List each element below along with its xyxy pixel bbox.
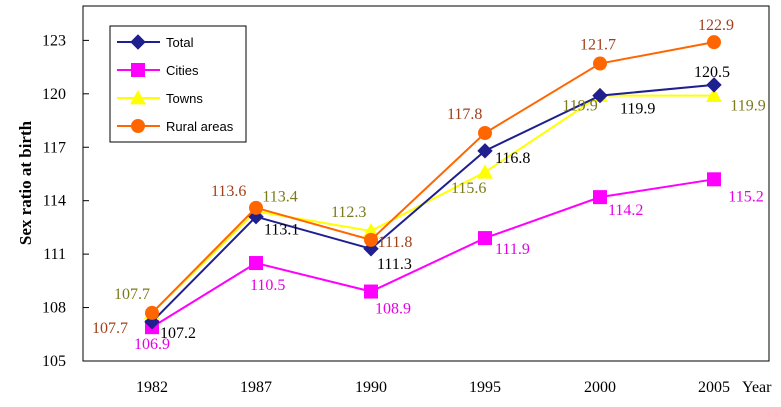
series-line-towns [151, 94, 714, 314]
data-label-cities-2005: 115.2 [728, 188, 763, 205]
y-axis-ticks: 105 108 111 114 117 120 123 [42, 32, 89, 370]
data-point-cities-1987 [249, 256, 263, 271]
y-tick-label-114: 114 [43, 193, 66, 210]
legend-item-total: Total [117, 34, 194, 50]
data-point-cities-2000 [593, 190, 607, 205]
data-labels-layer: 107.2113.1111.3116.8119.9120.5106.9110.5… [92, 17, 766, 353]
data-point-cities-2005 [707, 172, 721, 187]
data-label-towns-2005: 119.9 [730, 98, 765, 115]
data-label-cities-1982: 106.9 [134, 336, 170, 353]
x-tick-label-1982: 1982 [136, 379, 168, 396]
data-label-rural-areas-2005: 122.9 [698, 17, 734, 34]
series-layer [144, 35, 722, 335]
data-point-rural-areas-2000 [593, 56, 607, 71]
data-label-cities-1995: 111.9 [495, 241, 530, 258]
data-label-total-2000: 119.9 [620, 101, 655, 118]
data-label-total-1995: 116.8 [495, 150, 530, 167]
data-label-towns-1987: 113.4 [262, 188, 297, 205]
legend-marker-towns [130, 90, 146, 105]
legend-item-rural-areas: Rural areas [117, 119, 234, 134]
data-label-towns-1982: 107.7 [114, 286, 150, 303]
y-tick-label-120: 120 [42, 86, 66, 103]
legend-marker-rural-areas [131, 119, 145, 133]
data-point-total-1995 [477, 143, 493, 159]
data-point-rural-areas-1995 [478, 126, 492, 140]
data-point-total-2000 [592, 87, 608, 104]
series-line-total [151, 83, 715, 323]
data-label-rural-areas-1987: 113.6 [211, 183, 246, 200]
data-point-towns-1995 [477, 164, 493, 179]
series-line-rural-areas [151, 41, 715, 314]
x-tick-label-2000: 2000 [584, 379, 616, 396]
y-axis-label: Sex ratio at birth [16, 120, 35, 245]
data-label-cities-2000: 114.2 [608, 202, 643, 219]
data-point-rural-areas-1982 [145, 305, 159, 320]
data-label-cities-1987: 110.5 [250, 277, 285, 294]
legend-label-cities: Cities [166, 63, 199, 78]
y-tick-label-105: 105 [42, 353, 66, 370]
y-tick-label-123: 123 [42, 32, 66, 49]
x-tick-label-1990: 1990 [355, 379, 387, 396]
x-axis-label: Year [742, 379, 772, 396]
data-label-total-1982: 107.2 [160, 325, 196, 342]
legend-label-total: Total [166, 35, 194, 50]
series-rural-areas [145, 35, 721, 320]
data-label-total-1990: 111.3 [377, 256, 412, 273]
series-line-cities [151, 178, 715, 329]
data-label-rural-areas-1982: 107.7 [92, 320, 128, 337]
data-label-total-1987: 113.1 [264, 222, 299, 239]
data-point-cities-1995 [478, 231, 492, 246]
x-axis-ticks: 1982 1987 1990 1995 2000 2005 [136, 379, 730, 396]
data-label-rural-areas-1995: 117.8 [447, 106, 482, 123]
legend: Total Cities Towns Rural areas [109, 25, 247, 143]
x-tick-label-1995: 1995 [469, 379, 501, 396]
data-label-cities-1990: 108.9 [375, 301, 411, 318]
legend-item-cities: Cities [117, 63, 199, 78]
data-label-rural-areas-2000: 121.7 [580, 37, 616, 54]
legend-item-towns: Towns [117, 90, 203, 106]
legend-marker-total [130, 34, 146, 50]
legend-label-towns: Towns [166, 91, 203, 106]
data-label-rural-areas-1990: 111.8 [378, 234, 413, 251]
y-tick-label-108: 108 [42, 300, 66, 317]
data-point-rural-areas-1990 [364, 232, 378, 247]
data-point-rural-areas-1987 [249, 200, 263, 215]
data-point-total-2005 [706, 77, 722, 93]
data-point-towns-2005 [706, 87, 722, 102]
x-tick-label-1987: 1987 [240, 379, 272, 396]
x-tick-label-2005: 2005 [698, 379, 730, 396]
data-point-towns-1990 [363, 222, 379, 238]
data-point-rural-areas-2005 [707, 35, 721, 50]
data-label-towns-1990: 112.3 [331, 204, 366, 221]
data-label-total-2005: 120.5 [694, 64, 730, 81]
data-point-cities-1990 [364, 284, 378, 299]
data-label-towns-2000: 119.9 [562, 98, 597, 115]
y-tick-label-111: 111 [43, 246, 66, 263]
y-tick-label-117: 117 [43, 139, 66, 156]
data-label-towns-1995: 115.6 [451, 180, 486, 197]
legend-label-rural-areas: Rural areas [166, 119, 234, 134]
legend-marker-cities [131, 63, 145, 77]
